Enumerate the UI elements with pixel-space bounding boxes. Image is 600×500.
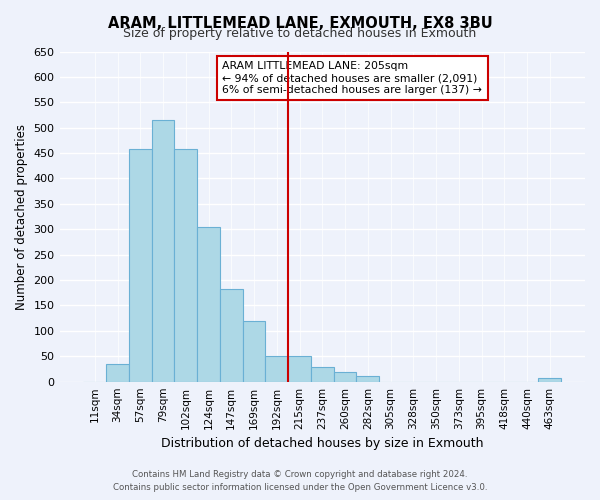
Text: Size of property relative to detached houses in Exmouth: Size of property relative to detached ho…: [124, 28, 476, 40]
Bar: [288, 356, 311, 382]
Bar: [311, 368, 334, 382]
Bar: [334, 372, 356, 382]
Bar: [538, 378, 561, 382]
Bar: [242, 320, 265, 382]
Bar: [152, 120, 175, 382]
Bar: [220, 288, 242, 382]
Text: Contains HM Land Registry data © Crown copyright and database right 2024.
Contai: Contains HM Land Registry data © Crown c…: [113, 470, 487, 492]
Bar: [265, 356, 288, 382]
Bar: [129, 149, 152, 382]
Y-axis label: Number of detached properties: Number of detached properties: [15, 124, 28, 310]
Bar: [356, 376, 379, 382]
Bar: [106, 364, 129, 382]
Bar: [175, 149, 197, 382]
X-axis label: Distribution of detached houses by size in Exmouth: Distribution of detached houses by size …: [161, 437, 484, 450]
Text: ARAM, LITTLEMEAD LANE, EXMOUTH, EX8 3BU: ARAM, LITTLEMEAD LANE, EXMOUTH, EX8 3BU: [107, 16, 493, 31]
Text: ARAM LITTLEMEAD LANE: 205sqm
← 94% of detached houses are smaller (2,091)
6% of : ARAM LITTLEMEAD LANE: 205sqm ← 94% of de…: [223, 62, 482, 94]
Bar: [197, 226, 220, 382]
